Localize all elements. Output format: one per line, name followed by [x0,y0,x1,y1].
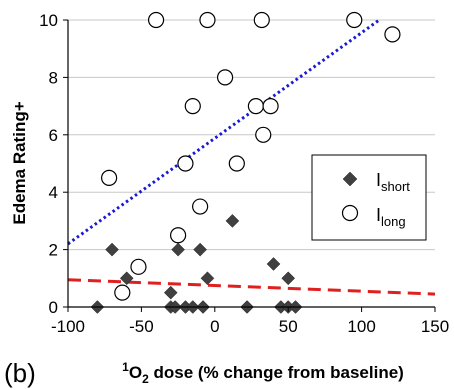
data-point-long [253,11,270,29]
legend-label-long: Ilong [376,205,406,229]
data-point-long [170,227,187,244]
data-point-short [281,271,296,286]
y-axis-title: Edema Rating+ [10,101,29,224]
x-tick-label: 100 [347,317,375,336]
data-point-short [266,257,281,271]
y-tick-label: 2 [49,241,58,260]
data-point-long [192,198,209,215]
y-tick-label: 4 [49,183,58,202]
x-tick-label: -50 [129,317,154,336]
data-point-long [147,11,165,29]
legend: Ishort Ilong [311,154,427,241]
data-point-long [177,155,194,172]
legend-circle-marker [341,204,359,222]
y-tick-label: 0 [49,298,58,317]
y-tick-label: 6 [49,126,58,145]
x-axis-title: 1O2 dose (% change from baseline) [122,360,404,386]
x-tick-label: -100 [51,317,85,336]
data-point-long [255,126,272,143]
data-point-long [130,258,147,275]
data-point-long [199,11,216,29]
data-point-short [193,242,207,257]
data-point-long [247,97,265,115]
data-point-short [200,271,215,286]
legend-diamond-marker [342,171,358,187]
data-point-long [216,69,234,86]
data-point-long [184,97,201,115]
trendline-i-long [67,18,381,246]
y-tick-label: 10 [39,11,58,30]
axes [63,19,436,312]
data-point-long [228,155,245,172]
legend-box [311,154,427,241]
data-point-long [384,26,401,43]
panel-label: (b) [4,358,36,388]
x-tick-label: 50 [279,317,298,336]
legend-label-short: Ishort [376,170,410,194]
x-tick-label: 0 [210,317,219,336]
data-point-short [105,242,119,257]
data-point-long [346,11,363,29]
data-point-short [119,271,134,286]
data-point-long [101,169,118,186]
data-point-long [262,97,279,115]
y-tick-label: 8 [49,68,58,87]
tick-labels: 0 2 4 6 8 10 -100 -50 0 50 100 150 [39,11,449,336]
x-tick-label: 150 [421,317,449,336]
data-point-short [163,285,178,300]
data-point-short [225,214,240,228]
data-point-short [171,242,185,257]
data-point-long [114,284,131,301]
